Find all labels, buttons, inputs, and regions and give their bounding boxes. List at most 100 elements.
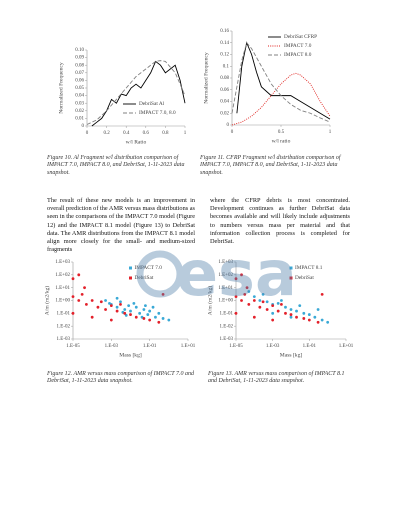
x-axis-title: w/l ratio: [272, 138, 291, 144]
y-tick-label: 1.E+03: [218, 260, 233, 265]
point: [247, 290, 251, 293]
x-tick-label: 1.E-03: [266, 344, 280, 349]
y-tick-label: 0.10: [75, 48, 84, 53]
point: [127, 304, 131, 308]
point: [157, 320, 161, 324]
legend-label: DebriSat CFRP: [284, 34, 317, 40]
point: [258, 305, 262, 309]
y-tick-label: 0.01: [75, 117, 84, 122]
legend-label: DebriSat: [135, 275, 154, 281]
point: [234, 295, 238, 299]
legend-label: IMPACT 7.0: [135, 265, 163, 271]
point: [295, 315, 298, 319]
point: [252, 295, 256, 299]
point: [71, 295, 75, 299]
paragraph: The result of these new models is an imp…: [47, 197, 195, 254]
point: [90, 299, 94, 302]
figure-caption: Figure 13. AMR versus mass comparison of…: [208, 371, 345, 385]
y-tick-label: 1.E+01: [55, 286, 70, 291]
point: [316, 320, 320, 324]
point: [265, 300, 269, 304]
y-tick-label: 0.06: [220, 88, 229, 93]
y-tick-label: 0.16: [220, 29, 229, 34]
figure-caption: Figure 12. AMR versus mass comparison of…: [47, 371, 194, 385]
y-tick-label: 1.E+00: [55, 299, 70, 304]
legend-label: DebriSat Al: [139, 101, 165, 107]
y-tick-label: 1.E-02: [57, 324, 71, 329]
point: [119, 302, 122, 306]
point: [109, 318, 113, 322]
point: [161, 317, 165, 320]
point: [276, 309, 280, 313]
point: [123, 308, 127, 311]
point: [96, 305, 100, 309]
point: [119, 300, 122, 304]
legend-label: IMPACT 7.0: [284, 43, 312, 49]
point: [307, 313, 311, 316]
point: [240, 273, 243, 277]
x-tick-label: 1.E-03: [105, 344, 119, 349]
point: [252, 299, 256, 302]
x-tick-label: 1.E-05: [66, 344, 80, 349]
x-tick-label: 0: [231, 130, 234, 135]
y-tick-label: 1.E-02: [220, 324, 234, 329]
y-tick-label: 0: [227, 123, 230, 128]
series-line: [231, 41, 331, 123]
point: [261, 292, 265, 296]
legend-label: DebriSat: [295, 275, 314, 281]
point: [151, 305, 155, 309]
point: [146, 313, 150, 316]
x-tick-label: 1: [184, 131, 187, 136]
y-tick-label: 1.E+02: [55, 273, 70, 278]
legend-swatch: [129, 276, 132, 280]
point: [307, 318, 311, 322]
point: [313, 315, 317, 319]
point: [271, 311, 275, 315]
x-tick-label: 1.E-01: [143, 344, 157, 349]
y-tick-label: 0.03: [75, 101, 84, 106]
y-tick-label: 0.07: [75, 71, 84, 76]
y-tick-label: 1.E+00: [218, 299, 233, 304]
point: [271, 304, 275, 308]
point: [284, 311, 287, 315]
y-tick-label: 1.E-01: [57, 311, 71, 316]
point: [240, 299, 243, 302]
y-axis-title: A/m (m2/kg): [43, 286, 50, 316]
point: [104, 299, 107, 302]
y-tick-label: 0: [82, 124, 85, 129]
point: [138, 311, 142, 315]
y-axis-title: Normalized Frequency: [203, 52, 209, 104]
y-tick-label: 0.12: [220, 53, 229, 58]
point: [302, 311, 306, 315]
point: [90, 315, 94, 319]
x-tick-label: 1.E-01: [303, 344, 317, 349]
y-tick-label: 0.08: [75, 63, 84, 68]
x-axis-title: Mass [kg]: [119, 352, 142, 358]
x-tick-label: 0.5: [278, 130, 285, 135]
y-tick-label: 0.04: [75, 94, 84, 99]
point: [148, 318, 152, 322]
point: [132, 301, 136, 305]
point: [320, 292, 324, 296]
point: [261, 300, 265, 304]
x-tick-label: 0.8: [162, 131, 169, 136]
y-tick-label: 0.1: [223, 64, 230, 69]
point: [80, 292, 84, 296]
y-tick-label: 0.05: [75, 86, 84, 91]
x-tick-label: 0.2: [103, 131, 110, 136]
y-tick-label: 1.E+02: [218, 273, 233, 278]
point: [83, 286, 86, 290]
point: [280, 299, 283, 302]
x-tick-label: 0.6: [143, 131, 150, 136]
series-line: [91, 60, 186, 127]
point: [77, 299, 81, 302]
y-tick-label: 1.E+01: [218, 286, 233, 291]
point: [234, 311, 238, 315]
point: [134, 305, 138, 309]
paragraph: where the CFRP debris is most concentrat…: [210, 197, 350, 246]
point: [243, 292, 247, 296]
point: [247, 302, 251, 306]
point: [129, 309, 132, 313]
point: [265, 308, 269, 311]
